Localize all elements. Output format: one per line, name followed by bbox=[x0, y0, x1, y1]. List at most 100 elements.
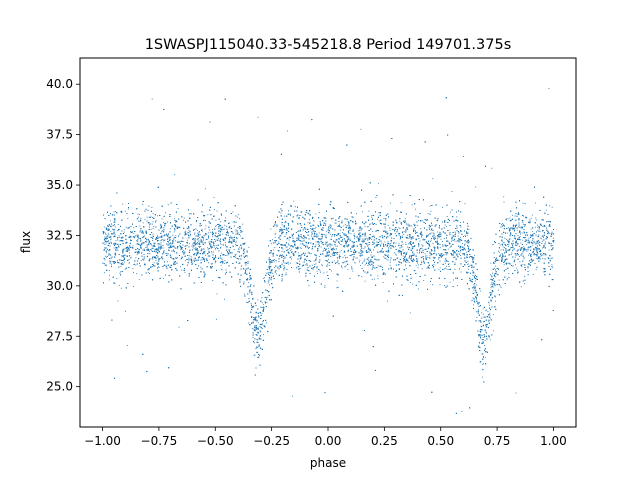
data-point bbox=[308, 213, 310, 215]
data-point bbox=[408, 262, 410, 263]
data-point bbox=[359, 259, 361, 261]
data-point bbox=[395, 220, 397, 222]
data-point bbox=[289, 247, 291, 249]
data-point bbox=[406, 251, 408, 253]
data-point bbox=[371, 278, 373, 280]
data-point bbox=[435, 254, 437, 256]
data-point bbox=[161, 230, 163, 231]
data-point bbox=[151, 243, 152, 245]
data-point bbox=[316, 266, 318, 268]
data-point bbox=[339, 242, 341, 244]
data-point bbox=[426, 267, 428, 269]
data-point bbox=[522, 222, 524, 224]
data-point bbox=[126, 344, 128, 346]
data-point bbox=[528, 237, 530, 239]
data-point bbox=[256, 321, 258, 323]
data-point bbox=[528, 243, 530, 245]
data-point bbox=[306, 256, 308, 258]
data-point bbox=[203, 235, 205, 237]
data-point bbox=[181, 269, 183, 271]
data-point bbox=[454, 262, 456, 264]
data-point bbox=[531, 239, 533, 241]
data-point bbox=[156, 240, 158, 242]
data-point bbox=[224, 237, 226, 238]
data-point bbox=[413, 259, 415, 261]
data-point bbox=[489, 304, 490, 306]
data-point bbox=[322, 250, 324, 252]
data-point bbox=[120, 266, 122, 268]
data-points bbox=[102, 88, 555, 414]
data-point bbox=[482, 357, 484, 359]
data-point bbox=[420, 257, 422, 259]
data-point bbox=[418, 220, 420, 221]
data-point bbox=[459, 225, 461, 227]
data-point bbox=[204, 234, 206, 236]
data-point bbox=[541, 238, 542, 240]
data-point bbox=[124, 261, 125, 263]
data-point bbox=[361, 235, 363, 237]
data-point bbox=[506, 238, 508, 240]
data-point bbox=[329, 226, 331, 228]
data-point bbox=[400, 236, 402, 238]
data-point bbox=[324, 285, 326, 287]
data-point bbox=[213, 242, 214, 244]
data-point bbox=[506, 279, 508, 281]
data-point bbox=[298, 252, 300, 254]
data-point bbox=[307, 222, 309, 224]
data-point bbox=[461, 249, 463, 251]
data-point bbox=[398, 227, 400, 229]
data-point bbox=[161, 231, 163, 232]
data-point bbox=[457, 285, 459, 286]
data-point bbox=[354, 238, 356, 240]
data-point bbox=[141, 203, 143, 205]
data-point bbox=[549, 233, 551, 235]
data-point bbox=[368, 260, 370, 262]
data-point bbox=[460, 255, 461, 256]
data-point bbox=[500, 287, 502, 288]
data-point bbox=[526, 250, 528, 252]
data-point bbox=[406, 234, 408, 236]
data-point bbox=[430, 239, 432, 241]
data-point bbox=[235, 253, 237, 255]
data-point bbox=[503, 223, 504, 225]
data-point bbox=[449, 281, 451, 283]
data-point bbox=[137, 213, 139, 215]
data-point bbox=[305, 252, 307, 254]
data-point bbox=[161, 247, 162, 249]
data-point bbox=[333, 260, 335, 262]
data-point bbox=[147, 271, 149, 273]
data-point bbox=[552, 247, 554, 248]
data-point bbox=[432, 232, 434, 234]
data-point bbox=[157, 249, 158, 251]
data-point bbox=[339, 232, 341, 234]
data-point bbox=[235, 231, 237, 233]
data-point bbox=[509, 235, 511, 237]
data-point bbox=[384, 226, 386, 228]
data-point bbox=[114, 211, 116, 212]
data-point bbox=[195, 244, 196, 246]
data-point bbox=[350, 220, 352, 222]
data-point bbox=[535, 268, 537, 270]
data-point bbox=[407, 243, 409, 245]
data-point bbox=[291, 248, 293, 250]
data-point bbox=[288, 243, 289, 245]
data-point bbox=[215, 239, 217, 241]
data-point bbox=[129, 235, 131, 237]
data-point bbox=[389, 261, 391, 263]
data-point bbox=[506, 249, 508, 251]
data-point bbox=[429, 229, 431, 230]
data-point bbox=[123, 229, 125, 231]
data-point bbox=[499, 244, 501, 246]
data-point bbox=[397, 261, 399, 263]
data-point bbox=[201, 240, 203, 242]
data-point bbox=[389, 229, 391, 231]
data-point bbox=[128, 247, 130, 249]
data-point bbox=[515, 255, 517, 257]
data-point bbox=[537, 236, 539, 237]
data-point bbox=[279, 238, 281, 240]
data-point bbox=[262, 333, 264, 335]
data-point bbox=[511, 252, 513, 254]
data-point bbox=[365, 237, 367, 239]
data-point bbox=[235, 245, 237, 247]
